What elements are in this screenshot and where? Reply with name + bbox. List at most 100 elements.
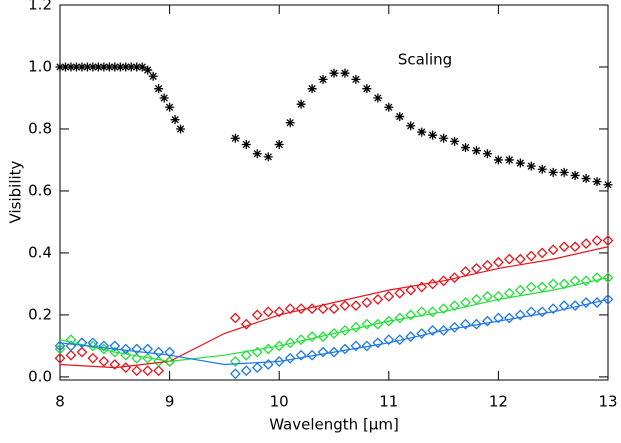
diamond-point: [317, 346, 329, 358]
asterisk-point: [82, 62, 92, 72]
diamond-point: [438, 303, 450, 315]
x-tick-label: 8: [55, 393, 65, 411]
diamond-point: [251, 309, 263, 321]
asterisk-point: [537, 164, 547, 174]
diamond-point: [514, 309, 526, 321]
asterisk-point: [148, 71, 158, 81]
asterisk-point: [88, 62, 98, 72]
diamond-point: [262, 343, 274, 355]
diamond-point: [558, 241, 570, 253]
asterisk-point: [296, 99, 306, 109]
diamond-point: [558, 278, 570, 290]
asterisk-point: [450, 136, 460, 146]
asterisk-point: [592, 177, 602, 187]
diamond-point: [251, 362, 263, 374]
asterisk-point: [570, 170, 580, 180]
asterisk-point: [230, 133, 240, 143]
asterisk-point: [340, 68, 350, 78]
diamond-point: [361, 340, 373, 352]
diamond-point: [98, 355, 110, 367]
diamond-point: [383, 290, 395, 302]
diamond-point: [460, 318, 471, 330]
diamond-point: [547, 244, 559, 256]
y-tick-label: 1.0: [28, 57, 52, 75]
diamond-point: [306, 349, 318, 361]
diamond-point: [394, 312, 406, 324]
diamond-point: [591, 235, 603, 246]
asterisk-point: [159, 93, 169, 103]
diamond-point: [229, 312, 241, 324]
diamond-point: [492, 290, 504, 302]
diamond-point: [514, 284, 526, 296]
y-tick-label: 0.8: [28, 119, 52, 137]
diamond-point: [361, 297, 373, 308]
diamond-point: [98, 340, 110, 352]
diamond-point: [153, 355, 165, 367]
asterisk-point: [241, 139, 251, 149]
diamond-point: [525, 281, 537, 293]
diamond-point: [569, 300, 581, 312]
diamond-point: [372, 337, 384, 349]
asterisk-point: [93, 62, 103, 72]
asterisk-point: [165, 102, 175, 112]
diamond-point: [580, 238, 592, 250]
diamond-point: [492, 256, 504, 268]
diamond-point: [262, 306, 274, 318]
diamond-point: [536, 247, 548, 259]
asterisk-point: [126, 62, 136, 72]
diamond-point: [328, 328, 340, 339]
diamond-point: [416, 328, 428, 339]
asterisk-point: [307, 84, 317, 94]
diamond-point: [416, 306, 428, 318]
asterisk-point: [176, 124, 186, 134]
diamond-point: [339, 343, 351, 355]
diamond-point: [482, 290, 493, 302]
asterisk-point: [318, 74, 328, 84]
asterisk-point: [115, 62, 125, 72]
diamond-point: [76, 346, 88, 358]
asterisk-point: [121, 62, 131, 72]
diamond-point: [438, 324, 450, 336]
diamond-point: [558, 300, 570, 312]
asterisk-point: [471, 146, 481, 156]
y-tick-label: 0.2: [28, 305, 52, 323]
asterisk-point: [384, 102, 394, 112]
diamond-point: [471, 318, 482, 330]
diamond-point: [580, 297, 592, 308]
asterisk-point: [252, 149, 262, 159]
x-tick-label: 11: [379, 393, 398, 411]
diamond-point: [394, 287, 406, 299]
diamond-point: [602, 235, 614, 246]
diamond-point: [153, 365, 165, 377]
diamond-point: [471, 263, 482, 274]
diamond-point: [306, 331, 318, 343]
asterisk-point: [417, 127, 427, 137]
asterisk-point: [515, 158, 525, 168]
diamond-point: [536, 306, 548, 318]
diamond-point: [120, 362, 132, 374]
diamond-point: [284, 337, 296, 349]
diamond-point: [591, 272, 603, 284]
diamond-point: [602, 272, 614, 284]
diamond-point: [76, 337, 88, 349]
asterisk-point: [461, 143, 471, 153]
asterisk-point: [154, 84, 164, 94]
asterisk-point: [581, 174, 591, 184]
diamond-point: [383, 315, 395, 327]
asterisk-point: [55, 62, 65, 72]
diamond-point: [240, 365, 252, 377]
asterisk-point: [362, 84, 372, 94]
diamond-point: [273, 306, 285, 318]
diamond-point: [405, 284, 417, 296]
diamond-point: [339, 300, 351, 312]
asterisk-point: [603, 180, 613, 190]
diamond-point: [54, 340, 66, 352]
y-tick-label: 1.2: [28, 0, 52, 14]
diamond-point: [547, 303, 559, 315]
diamond-point: [339, 324, 351, 336]
asterisk-point: [99, 62, 109, 72]
asterisk-point: [104, 62, 114, 72]
annotation: Scaling: [398, 51, 452, 69]
diamond-point: [120, 343, 132, 355]
